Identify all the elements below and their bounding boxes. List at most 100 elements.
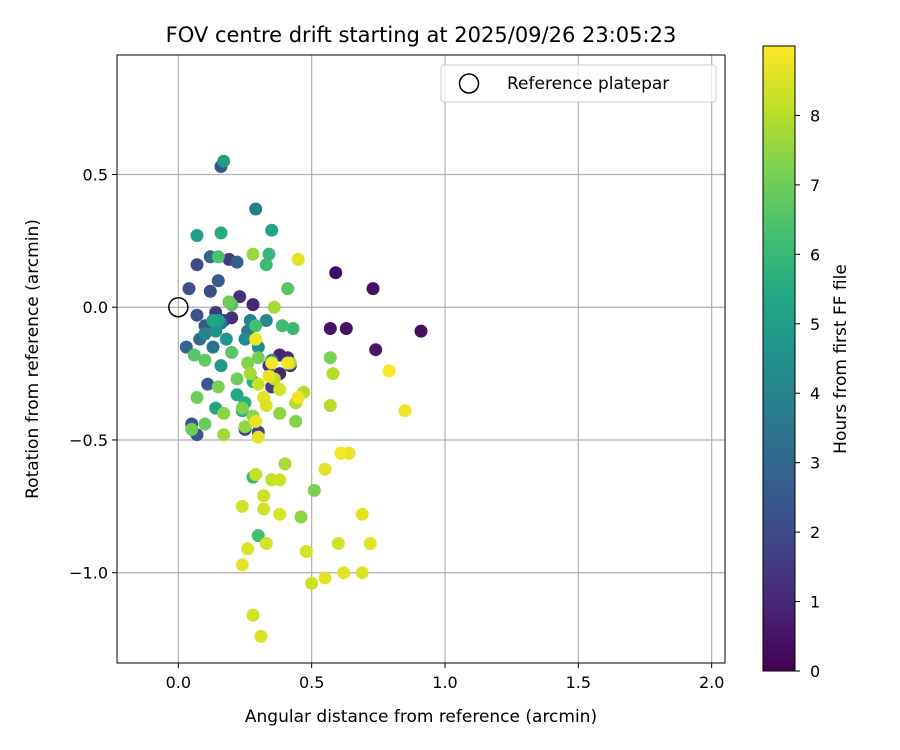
- colorbar-tick-label: 4: [810, 384, 820, 403]
- data-point: [318, 462, 332, 476]
- data-point: [275, 319, 289, 333]
- data-point: [206, 340, 220, 354]
- data-point: [198, 353, 212, 367]
- x-tick-label: 1.5: [566, 673, 591, 692]
- data-point: [211, 250, 225, 264]
- data-point: [246, 298, 260, 312]
- data-point: [363, 537, 377, 550]
- data-point: [211, 380, 225, 394]
- data-point: [230, 255, 244, 269]
- data-point: [238, 420, 252, 434]
- data-point: [278, 457, 292, 471]
- y-axis-ticks: 0.5 0.0 −0.5 −1.0: [69, 165, 117, 583]
- data-point: [179, 340, 193, 354]
- data-point: [281, 356, 295, 370]
- x-tick-label: 0.5: [299, 673, 324, 692]
- data-point: [235, 401, 249, 415]
- legend-label: Reference platepar: [507, 74, 669, 94]
- data-point: [267, 300, 281, 314]
- data-point: [217, 154, 231, 168]
- data-point: [251, 377, 265, 391]
- data-point: [190, 258, 204, 272]
- data-point: [299, 545, 313, 558]
- data-point: [307, 483, 321, 497]
- data-point: [265, 356, 279, 370]
- data-point: [414, 324, 428, 338]
- data-point: [190, 229, 204, 242]
- data-point: [291, 252, 305, 266]
- data-point: [273, 473, 287, 487]
- colorbar-tick-label: 0: [810, 662, 820, 681]
- data-points: [179, 154, 428, 643]
- data-point: [259, 258, 273, 272]
- data-point: [211, 274, 225, 288]
- data-point: [294, 510, 308, 524]
- colorbar-tick-label: 3: [810, 454, 820, 473]
- data-point: [273, 406, 287, 420]
- y-tick-label: 0.0: [83, 298, 108, 317]
- x-tick-label: 1.0: [432, 673, 457, 692]
- colorbar-tick-label: 7: [810, 176, 820, 195]
- data-point: [198, 327, 212, 341]
- x-tick-label: 0.0: [166, 673, 191, 692]
- data-point: [225, 345, 239, 359]
- colorbar: [762, 45, 796, 672]
- grid-lines: [117, 55, 725, 663]
- data-point: [382, 364, 396, 378]
- data-point: [235, 499, 249, 513]
- reference-marker-group: [168, 296, 189, 318]
- data-point: [331, 537, 345, 550]
- data-point: [249, 414, 263, 428]
- data-point: [241, 542, 255, 556]
- data-point: [219, 332, 233, 346]
- data-point: [246, 608, 260, 622]
- data-point: [249, 332, 263, 346]
- data-point: [273, 383, 287, 396]
- data-point: [329, 266, 343, 280]
- data-point: [230, 388, 244, 402]
- colorbar-tick-label: 2: [810, 523, 820, 542]
- data-point: [289, 414, 303, 428]
- data-point: [214, 226, 228, 240]
- data-point: [241, 356, 255, 370]
- data-point: [182, 282, 196, 296]
- chart-title: FOV centre drift starting at 2025/09/26 …: [166, 23, 677, 47]
- colorbar-tick-label: 1: [810, 593, 820, 612]
- data-point: [323, 351, 337, 365]
- data-point: [262, 247, 276, 261]
- data-point: [366, 282, 380, 296]
- data-point: [254, 629, 268, 643]
- data-point: [305, 576, 319, 590]
- data-point: [251, 351, 265, 365]
- data-point: [249, 202, 263, 216]
- data-point: [190, 308, 204, 322]
- data-point: [262, 369, 276, 383]
- data-point: [238, 332, 252, 346]
- data-point: [233, 290, 247, 304]
- data-point: [217, 406, 231, 420]
- legend-box: [440, 64, 717, 103]
- data-point: [257, 502, 271, 516]
- colorbar-label: Hours from first FF file: [831, 264, 851, 454]
- data-point: [235, 558, 249, 572]
- data-point: [369, 343, 383, 357]
- data-point: [259, 537, 273, 550]
- data-point: [355, 507, 369, 521]
- colorbar-tick-label: 8: [810, 106, 820, 125]
- data-point: [251, 430, 265, 444]
- data-point: [206, 314, 220, 327]
- x-tick-label: 2.0: [699, 673, 724, 692]
- x-axis-ticks: 0.0 0.5 1.0 1.5 2.0: [166, 663, 724, 692]
- plot-frame: [116, 54, 726, 664]
- data-point: [355, 566, 369, 580]
- data-point: [323, 399, 337, 412]
- data-point: [291, 391, 305, 404]
- data-point: [217, 428, 231, 442]
- legend-reference-marker: [458, 73, 480, 94]
- data-point: [249, 468, 263, 481]
- data-point: [257, 489, 271, 503]
- y-axis-label: Rotation from reference (arcmin): [23, 219, 43, 499]
- data-point: [198, 417, 212, 431]
